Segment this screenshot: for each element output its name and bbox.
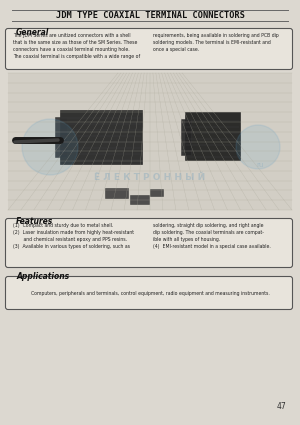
Text: The JDM Series are unitized connectors with a shell
that is the same size as tho: The JDM Series are unitized connectors w… — [13, 33, 140, 59]
Text: Computers, peripherals and terminals, control equipment, radio equipment and mea: Computers, peripherals and terminals, co… — [31, 291, 269, 295]
Circle shape — [22, 119, 78, 175]
Text: soldering, straight dip soldering, and right angle
dip soldering. The coaxial te: soldering, straight dip soldering, and r… — [153, 223, 271, 249]
FancyBboxPatch shape — [104, 187, 128, 198]
FancyBboxPatch shape — [5, 28, 292, 70]
Text: (1)  Compact and sturdy due to metal shell.
(2)  Laser insulation made from high: (1) Compact and sturdy due to metal shel… — [13, 223, 134, 249]
FancyBboxPatch shape — [130, 195, 148, 204]
FancyBboxPatch shape — [185, 112, 240, 160]
FancyBboxPatch shape — [181, 119, 191, 155]
FancyBboxPatch shape — [5, 218, 292, 267]
Text: 47: 47 — [276, 402, 286, 411]
FancyBboxPatch shape — [55, 117, 67, 157]
Text: General: General — [16, 28, 50, 37]
Text: ru: ru — [256, 162, 264, 168]
FancyBboxPatch shape — [5, 277, 292, 309]
Text: Applications: Applications — [16, 272, 69, 281]
Circle shape — [236, 125, 280, 169]
Text: JDM TYPE COAXIAL TERMINAL CONNECTORS: JDM TYPE COAXIAL TERMINAL CONNECTORS — [56, 11, 244, 20]
Text: Features: Features — [16, 217, 53, 226]
FancyBboxPatch shape — [149, 189, 163, 196]
Bar — [8, 73, 292, 210]
Text: requirements, being available in soldering and PCB dip
soldering models. The ter: requirements, being available in solderi… — [153, 33, 279, 52]
FancyBboxPatch shape — [60, 110, 142, 164]
Text: Ё Л Е К Т Р О Н Н Ы Й: Ё Л Е К Т Р О Н Н Ы Й — [94, 173, 206, 181]
